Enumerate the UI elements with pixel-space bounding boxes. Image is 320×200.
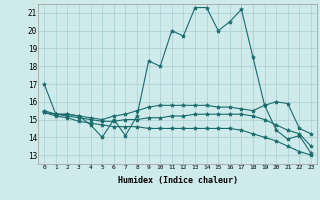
X-axis label: Humidex (Indice chaleur): Humidex (Indice chaleur): [118, 176, 238, 185]
